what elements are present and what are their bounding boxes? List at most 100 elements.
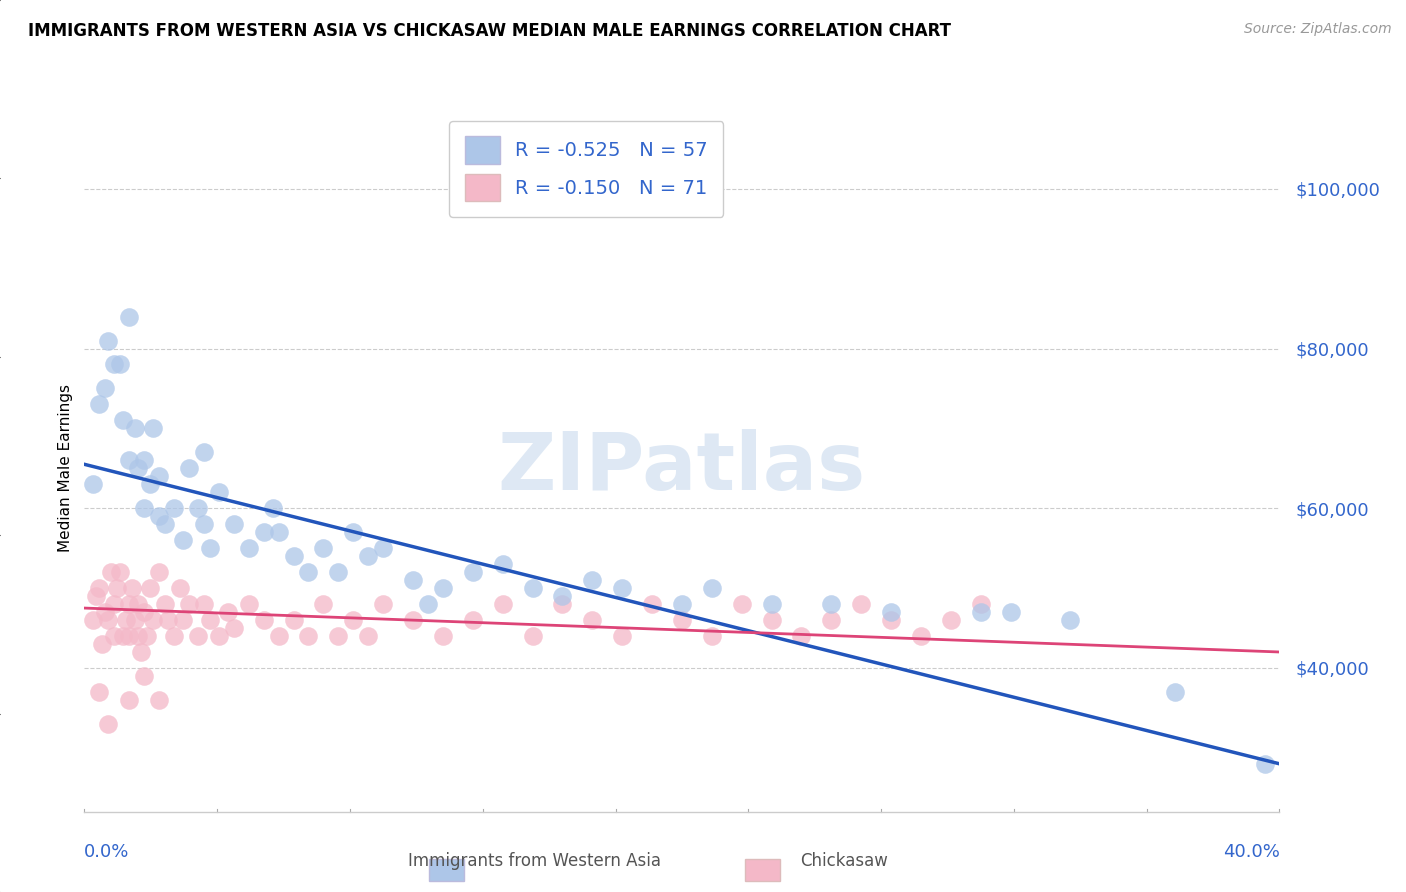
Point: [790, 629, 813, 643]
Point: [105, 581, 128, 595]
Point: [163, 629, 186, 643]
Point: [118, 629, 141, 643]
Point: [461, 613, 484, 627]
Point: [328, 629, 350, 643]
Point: [127, 629, 149, 643]
Point: [312, 597, 335, 611]
Point: [142, 613, 165, 627]
Point: [100, 565, 122, 579]
Point: [198, 613, 221, 627]
Point: [148, 469, 170, 483]
Point: [148, 565, 170, 579]
Point: [136, 629, 159, 643]
Point: [142, 421, 165, 435]
Text: Source: ZipAtlas.com: Source: ZipAtlas.com: [1244, 22, 1392, 37]
Point: [581, 573, 603, 587]
Point: [153, 597, 176, 611]
Point: [357, 629, 380, 643]
Point: [94, 605, 117, 619]
FancyBboxPatch shape: [745, 859, 780, 881]
Point: [198, 541, 221, 556]
Text: ZIPatlas: ZIPatlas: [498, 429, 866, 508]
Point: [103, 358, 125, 372]
Point: [97, 334, 120, 348]
Point: [671, 597, 693, 611]
Point: [110, 565, 132, 579]
Point: [112, 413, 135, 427]
Point: [1164, 685, 1187, 699]
Point: [89, 581, 111, 595]
Point: [86, 589, 108, 603]
FancyBboxPatch shape: [429, 859, 464, 881]
Point: [139, 581, 162, 595]
Point: [849, 597, 872, 611]
Point: [761, 613, 783, 627]
Point: [492, 597, 515, 611]
Point: [115, 613, 138, 627]
Point: [148, 693, 170, 707]
Point: [177, 597, 200, 611]
Point: [97, 613, 120, 627]
Point: [238, 541, 260, 556]
Point: [127, 597, 149, 611]
Point: [416, 597, 439, 611]
Point: [222, 621, 245, 635]
Point: [169, 581, 191, 595]
Point: [177, 461, 200, 475]
Point: [581, 613, 603, 627]
Point: [432, 629, 454, 643]
Point: [172, 533, 194, 548]
Point: [187, 629, 209, 643]
Point: [118, 453, 141, 467]
Point: [118, 597, 141, 611]
Point: [103, 597, 125, 611]
Point: [193, 445, 215, 459]
Point: [371, 541, 394, 556]
Point: [970, 597, 993, 611]
Point: [153, 517, 176, 532]
Point: [402, 573, 425, 587]
Point: [132, 669, 156, 683]
Point: [121, 581, 143, 595]
Point: [91, 637, 114, 651]
Point: [124, 421, 146, 435]
Point: [1059, 613, 1081, 627]
Point: [89, 397, 111, 411]
Point: [208, 485, 231, 500]
Point: [193, 597, 215, 611]
Point: [124, 613, 146, 627]
Point: [148, 509, 170, 524]
Text: Chickasaw: Chickasaw: [800, 852, 887, 870]
Point: [283, 613, 305, 627]
Point: [880, 605, 903, 619]
Point: [357, 549, 380, 563]
Point: [371, 597, 394, 611]
Point: [522, 629, 544, 643]
Point: [522, 581, 544, 595]
Point: [910, 629, 932, 643]
Point: [97, 717, 120, 731]
Point: [551, 589, 574, 603]
Point: [610, 581, 633, 595]
Point: [82, 613, 104, 627]
Point: [700, 581, 723, 595]
Point: [342, 613, 364, 627]
Point: [262, 501, 284, 516]
Point: [253, 525, 276, 540]
Point: [328, 565, 350, 579]
Point: [1253, 756, 1275, 771]
Point: [432, 581, 454, 595]
Y-axis label: Median Male Earnings: Median Male Earnings: [58, 384, 73, 552]
Point: [267, 629, 290, 643]
Point: [222, 517, 245, 532]
Point: [283, 549, 305, 563]
Point: [939, 613, 962, 627]
Point: [731, 597, 754, 611]
Legend: R = -0.525   N = 57, R = -0.150   N = 71: R = -0.525 N = 57, R = -0.150 N = 71: [449, 120, 724, 217]
Point: [118, 310, 141, 324]
Point: [89, 685, 111, 699]
Point: [402, 613, 425, 627]
Point: [551, 597, 574, 611]
Point: [671, 613, 693, 627]
Point: [761, 597, 783, 611]
